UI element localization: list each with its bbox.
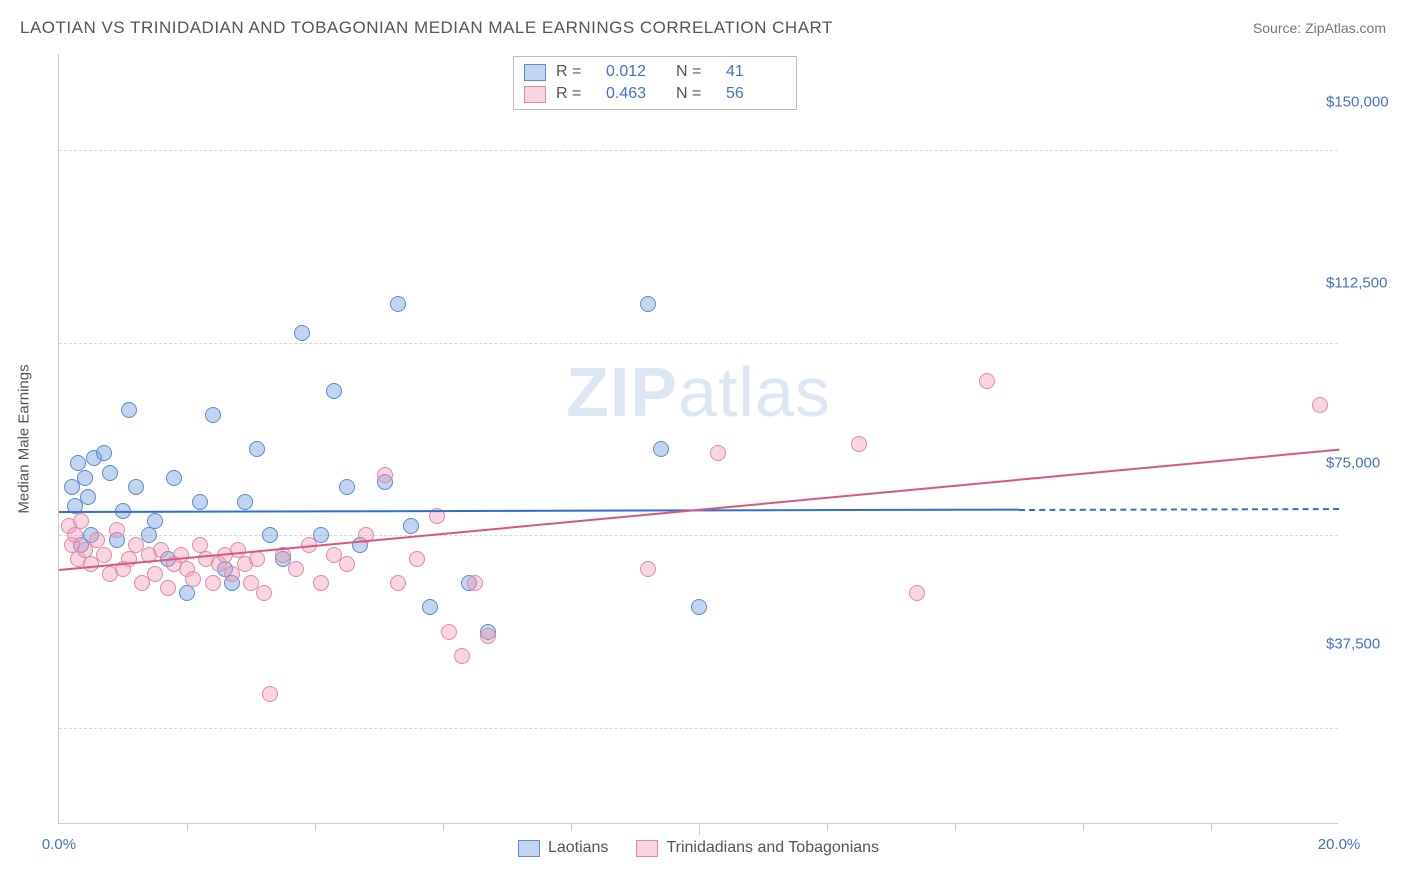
data-point: [96, 547, 112, 563]
legend-r-label: R =: [556, 85, 596, 103]
data-point: [377, 467, 393, 483]
legend-stats-row: R = 0.463 N = 56: [524, 83, 786, 105]
trend-line: [1019, 508, 1339, 511]
data-point: [205, 407, 221, 423]
data-point: [73, 513, 89, 529]
data-point: [185, 571, 201, 587]
data-point: [390, 296, 406, 312]
legend-n-value: 56: [726, 85, 786, 103]
data-point: [339, 479, 355, 495]
legend-r-value: 0.463: [606, 85, 666, 103]
x-tick: [443, 823, 444, 831]
gridline: [59, 150, 1338, 151]
data-point: [77, 470, 93, 486]
chart-title: LAOTIAN VS TRINIDADIAN AND TOBAGONIAN ME…: [20, 18, 833, 38]
data-point: [979, 373, 995, 389]
data-point: [80, 489, 96, 505]
source-text: Source: ZipAtlas.com: [1253, 20, 1386, 36]
legend-n-value: 41: [726, 63, 786, 81]
data-point: [288, 561, 304, 577]
data-point: [153, 542, 169, 558]
data-point: [205, 575, 221, 591]
y-tick-label: $150,000: [1326, 94, 1396, 111]
data-point: [403, 518, 419, 534]
gridline: [59, 728, 1338, 729]
data-point: [454, 648, 470, 664]
data-point: [256, 585, 272, 601]
data-point: [313, 575, 329, 591]
legend-swatch: [636, 840, 658, 857]
data-point: [390, 575, 406, 591]
data-point: [480, 628, 496, 644]
x-tick: [955, 823, 956, 831]
gridline: [59, 535, 1338, 536]
data-point: [160, 580, 176, 596]
legend-swatch: [524, 64, 546, 81]
x-tick: [1211, 823, 1212, 831]
data-point: [339, 556, 355, 572]
data-point: [237, 494, 253, 510]
legend-r-label: R =: [556, 63, 596, 81]
data-point: [262, 686, 278, 702]
x-tick: [187, 823, 188, 831]
data-point: [710, 445, 726, 461]
data-point: [121, 402, 137, 418]
data-point: [67, 527, 83, 543]
data-point: [409, 551, 425, 567]
data-point: [653, 441, 669, 457]
data-point: [166, 470, 182, 486]
data-point: [441, 624, 457, 640]
legend-stats-row: R = 0.012 N = 41: [524, 61, 786, 83]
data-point: [147, 513, 163, 529]
legend-series: Laotians Trinidadians and Tobagonians: [59, 839, 1338, 857]
legend-swatch: [524, 86, 546, 103]
watermark: ZIPatlas: [566, 352, 831, 432]
data-point: [262, 527, 278, 543]
chart-container: Median Male Earnings ZIPatlas $37,500$75…: [48, 54, 1388, 824]
gridline: [59, 343, 1338, 344]
data-point: [640, 296, 656, 312]
data-point: [249, 441, 265, 457]
x-tick: [1083, 823, 1084, 831]
y-tick-label: $37,500: [1326, 635, 1396, 652]
y-axis-label: Median Male Earnings: [16, 364, 33, 513]
legend-stats: R = 0.012 N = 41 R = 0.463 N = 56: [513, 56, 797, 110]
data-point: [326, 383, 342, 399]
data-point: [96, 445, 112, 461]
legend-swatch: [518, 840, 540, 857]
data-point: [467, 575, 483, 591]
legend-n-label: N =: [676, 63, 716, 81]
data-point: [422, 599, 438, 615]
data-point: [851, 436, 867, 452]
x-tick: [827, 823, 828, 831]
data-point: [109, 522, 125, 538]
data-point: [640, 561, 656, 577]
data-point: [909, 585, 925, 601]
data-point: [179, 585, 195, 601]
data-point: [294, 325, 310, 341]
x-tick: [699, 823, 700, 835]
plot-area: ZIPatlas $37,500$75,000$112,500$150,0000…: [58, 54, 1338, 824]
trend-line: [59, 509, 1019, 513]
data-point: [691, 599, 707, 615]
y-tick-label: $75,000: [1326, 455, 1396, 472]
data-point: [128, 479, 144, 495]
data-point: [249, 551, 265, 567]
data-point: [102, 465, 118, 481]
legend-series-label: Trinidadians and Tobagonians: [666, 839, 879, 857]
legend-series-item: Laotians: [518, 839, 609, 857]
data-point: [1312, 397, 1328, 413]
y-tick-label: $112,500: [1326, 274, 1396, 291]
legend-r-value: 0.012: [606, 63, 666, 81]
legend-series-label: Laotians: [548, 839, 609, 857]
legend-n-label: N =: [676, 85, 716, 103]
x-tick: [571, 823, 572, 831]
data-point: [147, 566, 163, 582]
x-tick: [315, 823, 316, 831]
data-point: [192, 494, 208, 510]
legend-series-item: Trinidadians and Tobagonians: [636, 839, 879, 857]
